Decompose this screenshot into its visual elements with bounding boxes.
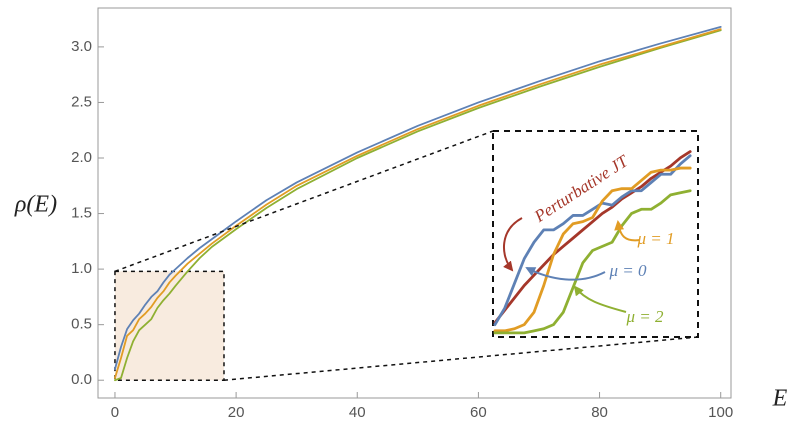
y-tick-label: 1.5 (71, 205, 92, 222)
series-line (114, 29, 722, 382)
series-label: μ = 1 (636, 229, 674, 248)
series-line (493, 189, 692, 335)
zoom-box (114, 270, 225, 381)
series-line (493, 150, 692, 324)
x-tick-label: 100 (708, 404, 733, 421)
series-label: μ = 0 (608, 261, 647, 280)
x-tick-label: 60 (470, 404, 487, 421)
x-axis-label: E (772, 386, 788, 412)
y-tick-label: 0.0 (71, 371, 92, 388)
series-line (114, 28, 722, 379)
x-tick-label: 40 (349, 404, 366, 421)
series-line (493, 166, 692, 333)
connector (223, 336, 699, 381)
annotation-arrow (614, 220, 641, 242)
x-tick-label: 80 (591, 404, 608, 421)
y-axis-label: ρ(E) (14, 192, 57, 218)
annotation-arrow (573, 285, 627, 313)
series-label: μ = 2 (625, 307, 664, 326)
series-line (493, 154, 692, 327)
series-line (114, 25, 722, 371)
annotation-arrow (525, 267, 606, 281)
plot-frame (97, 7, 732, 399)
y-tick-label: 0.5 (71, 316, 92, 333)
connector (114, 130, 494, 273)
annotation-arrow (502, 217, 523, 272)
x-tick-label: 0 (111, 404, 119, 421)
y-tick-label: 2.5 (71, 93, 92, 110)
y-tick-label: 1.0 (71, 260, 92, 277)
x-tick-label: 20 (228, 404, 245, 421)
y-tick-label: 2.0 (71, 149, 92, 166)
y-tick-label: 3.0 (71, 38, 92, 55)
